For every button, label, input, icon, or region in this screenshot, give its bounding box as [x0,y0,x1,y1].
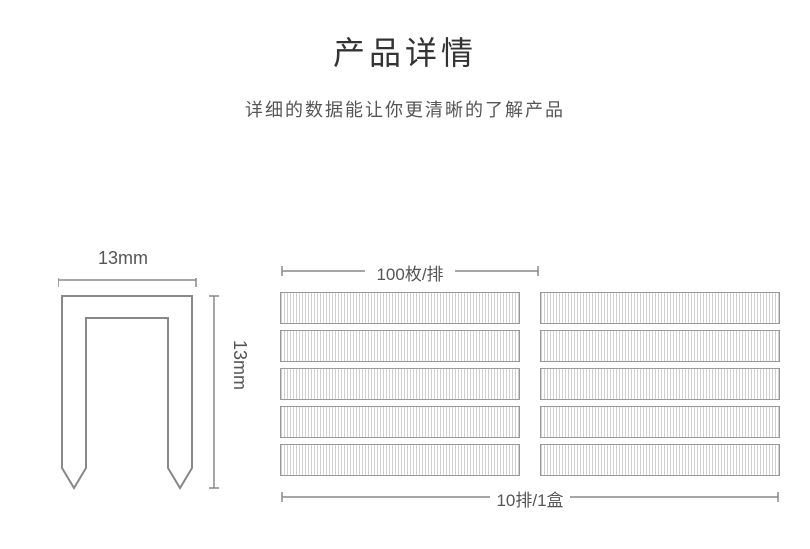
page-title: 产品详情 [0,28,810,74]
rows-column-left [280,292,520,476]
staple-strip [280,444,520,476]
staple-strip [540,330,780,362]
staple-strip [280,292,520,324]
staple-shape-icon [58,278,258,518]
height-dimension-label: 13mm [229,340,250,390]
staple-strip [540,292,780,324]
rows-top-label-group: 100枚/排 [280,260,540,285]
rows-top-label: 100枚/排 [370,260,449,285]
header: 产品详情 详细的数据能让你更清晰的了解产品 [0,0,810,122]
staple-strip [280,330,520,362]
rows-bottom-label-group: 10排/1盒 [280,486,780,511]
rows-bottom-label: 10排/1盒 [490,486,569,511]
page-subtitle: 详细的数据能让你更清晰的了解产品 [0,96,810,122]
staple-strip [280,368,520,400]
staple-strip [540,406,780,438]
staple-strip [540,444,780,476]
rows-column-right [540,292,780,476]
rows-grid [280,292,780,476]
staple-strip [280,406,520,438]
staple-strip [540,368,780,400]
width-dimension-label: 13mm [98,248,148,269]
